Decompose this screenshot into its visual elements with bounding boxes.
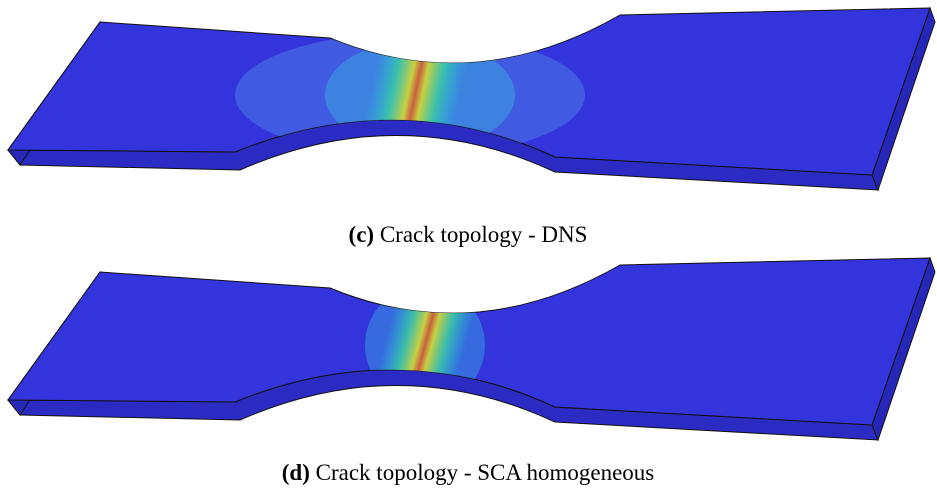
caption-label: (d) xyxy=(282,460,310,485)
caption: (d) Crack topology - SCA homogeneous xyxy=(282,460,655,485)
specimen-dns xyxy=(7,7,936,191)
caption: (c) Crack topology - DNS xyxy=(349,222,588,247)
specimen-sca xyxy=(7,257,936,441)
caption-text: Crack topology - SCA homogeneous xyxy=(316,460,655,485)
caption-text: Crack topology - DNS xyxy=(380,222,588,247)
caption-label: (c) xyxy=(349,222,375,247)
